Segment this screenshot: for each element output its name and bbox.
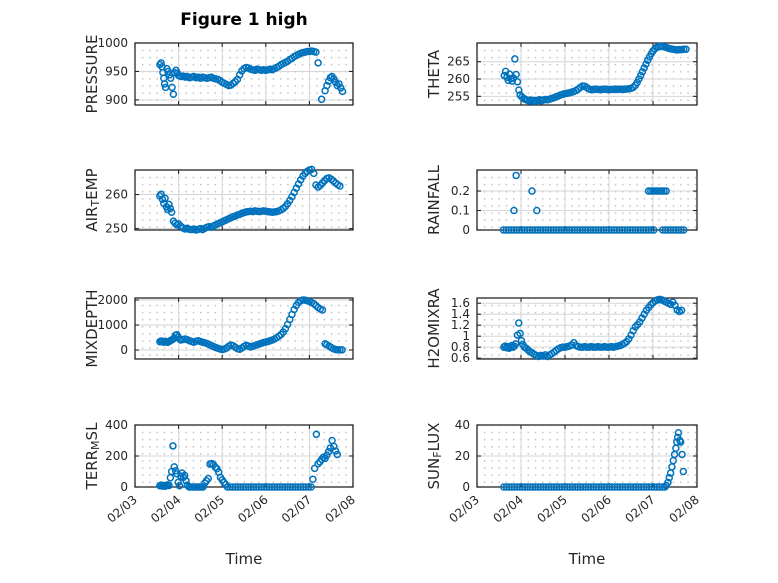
svg-text:265: 265: [447, 55, 470, 69]
svg-text:AIRTEMP: AIRTEMP: [83, 168, 102, 231]
svg-text:02/08: 02/08: [322, 493, 357, 526]
terrmsl-scatter-plot: 0 200 400 02/03 02/04 02/05 02/06 02/07 02/08 TER…: [83, 418, 358, 526]
svg-text:950: 950: [105, 64, 128, 78]
minor-grid-dots: [136, 171, 352, 229]
svg-text:0: 0: [462, 223, 470, 237]
svg-text:200: 200: [105, 449, 128, 463]
svg-text:02/05: 02/05: [534, 493, 569, 526]
x-axis-label-left: Time: [225, 550, 263, 568]
svg-text:20: 20: [455, 449, 470, 463]
svg-text:02/03: 02/03: [446, 493, 481, 526]
svg-text:900: 900: [105, 93, 128, 107]
svg-text:1: 1: [462, 329, 470, 343]
svg-text:1.4: 1.4: [451, 307, 470, 321]
svg-text:RAINFALL: RAINFALL: [425, 164, 443, 235]
svg-text:02/05: 02/05: [192, 493, 227, 526]
svg-text:1.2: 1.2: [451, 318, 470, 332]
svg-text:255: 255: [447, 89, 470, 103]
subplot-theta: 255 260 265 THETA: [425, 42, 698, 106]
svg-text:1000: 1000: [97, 318, 128, 332]
svg-text:40: 40: [455, 418, 470, 432]
subplot-mixdepth: 0 1000 2000 MIXDEPTH: [83, 289, 354, 368]
svg-text:02/04: 02/04: [490, 493, 525, 526]
subplot-h2omixra: 0.6 0.8 1 1.2 1.4 1.6 H2OMIXRA: [425, 288, 698, 369]
svg-text:02/06: 02/06: [235, 493, 270, 526]
svg-text:250: 250: [105, 222, 128, 236]
svg-text:THETA: THETA: [425, 49, 443, 99]
svg-text:02/06: 02/06: [578, 493, 613, 526]
svg-text:H2OMIXRA: H2OMIXRA: [425, 288, 443, 369]
svg-text:02/07: 02/07: [622, 493, 657, 526]
svg-text:TERRMSL: TERRMSL: [83, 422, 102, 491]
svg-text:02/07: 02/07: [279, 493, 314, 526]
svg-text:0: 0: [120, 343, 128, 357]
svg-text:PRESSURE: PRESSURE: [83, 35, 101, 114]
svg-text:400: 400: [105, 418, 128, 432]
svg-text:0.8: 0.8: [451, 340, 470, 354]
theta-scatter-plot: 255 260 265 THETA: [425, 42, 698, 106]
sunflux-scatter-plot: 0 20 40 02/03 02/04 02/05 02/06 02/07 02/08 SUNFL…: [425, 418, 702, 526]
svg-text:02/03: 02/03: [104, 493, 139, 526]
minor-grid-dots: [478, 44, 696, 104]
figure-title: Figure 1 high: [180, 10, 308, 30]
rainfall-scatter-plot: 0 0.1 0.2 RAINFALL: [425, 164, 698, 237]
svg-text:0.2: 0.2: [451, 184, 470, 198]
svg-text:1000: 1000: [97, 36, 128, 50]
svg-text:SUNFLUX: SUNFLUX: [425, 423, 444, 490]
x-axis-label-right: Time: [568, 550, 606, 568]
subplot-rainfall: 0 0.1 0.2 RAINFALL: [425, 164, 698, 237]
svg-text:02/08: 02/08: [666, 493, 701, 526]
svg-text:2000: 2000: [97, 293, 128, 307]
minor-grid-dots: [478, 171, 696, 229]
h2omixra-scatter-plot: 0.60.811.21.41.6 H2OMIXRA: [425, 288, 698, 369]
subplot-terrmsl: 0 200 400 02/03 02/04 02/05 02/06 02/07 02/08 TER…: [83, 418, 358, 526]
svg-text:1.6: 1.6: [451, 296, 470, 310]
subplot-sunflux: 0 20 40 02/03 02/04 02/05 02/06 02/07 02/08 SUNFL…: [425, 418, 702, 526]
svg-text:MIXDEPTH: MIXDEPTH: [83, 289, 101, 367]
svg-text:260: 260: [447, 72, 470, 86]
svg-text:0.6: 0.6: [451, 351, 470, 365]
svg-text:0.1: 0.1: [451, 204, 470, 218]
subplot-airtemp: 250 260 AIRTEMP: [83, 165, 354, 236]
svg-text:0: 0: [462, 480, 470, 494]
svg-text:0: 0: [120, 480, 128, 494]
svg-text:260: 260: [105, 188, 128, 202]
svg-text:02/04: 02/04: [148, 493, 183, 526]
subplot-pressure: 900 950 1000 PRESSURE: [83, 35, 354, 113]
